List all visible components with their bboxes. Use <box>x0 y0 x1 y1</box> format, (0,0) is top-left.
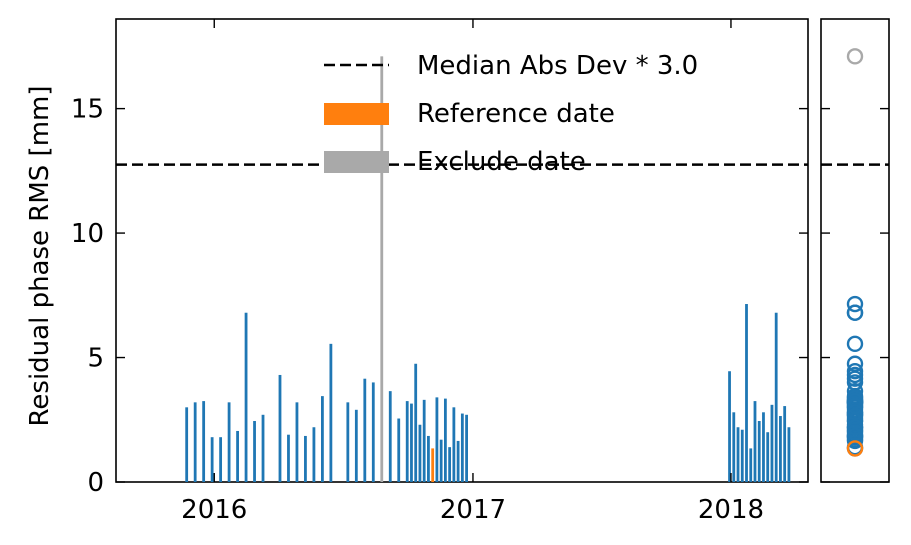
y-axis-label: Residual phase RMS [mm] <box>25 86 55 427</box>
bar-15 <box>321 396 324 482</box>
bar-36 <box>456 440 460 482</box>
bars-layer <box>185 56 791 483</box>
bar-18 <box>354 409 358 482</box>
bar-17 <box>346 402 350 482</box>
bar-10 <box>278 374 282 482</box>
point-51 <box>846 407 864 425</box>
bar-31 <box>435 397 439 482</box>
bar-20 <box>371 382 375 482</box>
bar-32 <box>439 439 443 482</box>
legend-exclude-patch-icon <box>324 151 389 173</box>
side-plot-frame <box>820 18 890 483</box>
bar-41 <box>736 427 740 482</box>
point-48 <box>846 424 864 441</box>
bar-12 <box>295 402 299 482</box>
bar-8 <box>253 421 256 482</box>
y-tick-label-1: 5 <box>87 344 104 374</box>
y-tick-label-3: 15 <box>71 95 104 125</box>
bar-40 <box>732 412 736 482</box>
bar-34 <box>448 447 452 482</box>
bar-45 <box>753 401 757 482</box>
bar-52 <box>783 406 787 482</box>
point-53 <box>846 419 864 436</box>
legend-reference-patch-icon <box>324 103 389 125</box>
bar-23 <box>397 418 401 482</box>
legend: Median Abs Dev * 3.0 Reference date Excl… <box>324 51 698 177</box>
bar-9 <box>261 414 265 482</box>
point-16 <box>846 335 864 353</box>
bar-46 <box>757 421 761 482</box>
y-tick-label-0: 0 <box>87 468 104 498</box>
bar-0 <box>185 407 189 482</box>
point-30 <box>846 440 864 457</box>
bar-26 <box>414 363 418 482</box>
bar-38 <box>465 414 468 482</box>
x-tick-label-0: 2016 <box>181 495 247 525</box>
bar-53 <box>787 427 791 482</box>
bar-11 <box>287 434 290 482</box>
bar-33 <box>443 398 447 482</box>
bar-49 <box>770 404 774 482</box>
bar-30 <box>431 448 435 482</box>
bar-6 <box>236 430 239 482</box>
bar-28 <box>422 399 426 482</box>
point-26 <box>846 355 864 372</box>
bar-48 <box>766 432 770 482</box>
bar-7 <box>244 312 248 482</box>
bar-3 <box>210 437 214 482</box>
bar-24 <box>405 401 409 482</box>
bar-42 <box>740 429 744 482</box>
x-tick-label-2: 2018 <box>698 495 764 525</box>
bar-14 <box>312 427 316 482</box>
point-39 <box>846 363 864 380</box>
bar-27 <box>418 424 422 482</box>
bar-25 <box>410 403 413 482</box>
bar-37 <box>460 413 464 482</box>
bar-39 <box>728 371 731 482</box>
bar-19 <box>363 378 367 482</box>
point-50 <box>846 304 864 321</box>
point-52 <box>846 397 864 415</box>
bar-21 <box>380 56 384 483</box>
bar-4 <box>219 437 223 482</box>
axis-ticks: 0 5 10 15 2016 2017 2018 <box>71 19 889 525</box>
bar-47 <box>762 412 765 482</box>
bar-16 <box>329 343 333 482</box>
bar-2 <box>202 401 206 482</box>
bar-43 <box>745 304 748 482</box>
bar-5 <box>227 402 231 482</box>
bar-1 <box>193 402 197 482</box>
legend-label-exclude: Exclude date <box>417 147 586 177</box>
bar-50 <box>774 312 778 482</box>
legend-label-mad: Median Abs Dev * 3.0 <box>417 51 698 81</box>
bar-22 <box>388 391 392 482</box>
y-tick-label-2: 10 <box>71 219 104 249</box>
point-21 <box>846 48 864 65</box>
legend-label-reference: Reference date <box>417 99 615 129</box>
side-scatter-points <box>846 48 864 457</box>
bar-35 <box>452 407 456 482</box>
bar-44 <box>749 448 753 482</box>
bar-13 <box>304 435 307 482</box>
point-43 <box>846 295 864 313</box>
bar-51 <box>779 416 782 482</box>
bar-29 <box>427 435 430 482</box>
x-tick-label-1: 2017 <box>440 495 506 525</box>
